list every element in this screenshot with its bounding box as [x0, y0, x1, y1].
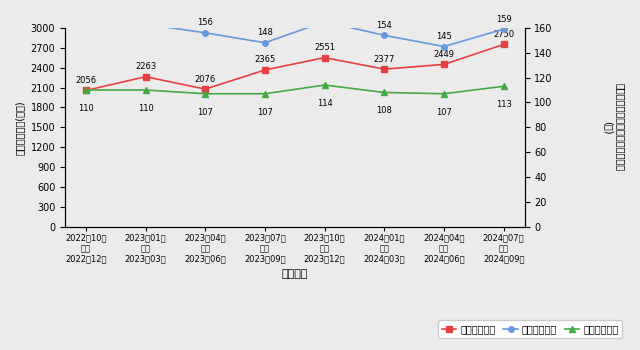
Line: 平均成約価格: 平均成約価格 [83, 42, 506, 93]
Text: 110: 110 [78, 104, 94, 113]
平均土地面積 [141, 22, 149, 26]
平均建物面積 [202, 92, 209, 96]
X-axis label: 成約年月: 成約年月 [282, 269, 308, 279]
Text: 2377: 2377 [374, 55, 395, 64]
Text: 159: 159 [496, 15, 511, 23]
平均建物面積 [82, 88, 90, 92]
平均土地面積 [500, 27, 508, 31]
平均建物面積 [380, 90, 388, 94]
平均建物面積 [321, 83, 328, 87]
Legend: 平均成約価格, 平均土地面積, 平均建物面積: 平均成約価格, 平均土地面積, 平均建物面積 [438, 320, 622, 338]
Text: 2449: 2449 [433, 50, 454, 59]
Text: 163: 163 [0, 349, 1, 350]
Text: 110: 110 [138, 104, 154, 113]
Text: 148: 148 [257, 28, 273, 37]
Line: 平均建物面積: 平均建物面積 [83, 82, 506, 97]
平均成約価格 [440, 62, 448, 66]
平均土地面積 [440, 44, 448, 49]
平均建物面積 [440, 92, 448, 96]
Text: 107: 107 [436, 107, 452, 117]
平均成約価格 [380, 67, 388, 71]
平均成約価格 [82, 88, 90, 92]
Text: 156: 156 [197, 18, 213, 27]
平均成約価格 [141, 75, 149, 79]
平均建物面積 [141, 88, 149, 92]
Text: 165: 165 [0, 349, 1, 350]
平均土地面積 [82, 20, 90, 24]
Text: 2076: 2076 [195, 75, 216, 84]
Text: 107: 107 [257, 107, 273, 117]
Text: 2750: 2750 [493, 30, 514, 39]
Text: 2365: 2365 [254, 55, 276, 64]
Text: 2551: 2551 [314, 43, 335, 52]
Text: 108: 108 [376, 106, 392, 116]
平均建物面積 [261, 92, 269, 96]
Line: 平均土地面積: 平均土地面積 [83, 19, 506, 49]
Text: 114: 114 [317, 99, 333, 108]
Y-axis label: 平均土地面積（㎡）平均建物面積
(㎡): 平均土地面積（㎡）平均建物面積 (㎡) [604, 83, 625, 172]
平均土地面積 [202, 31, 209, 35]
Text: 145: 145 [436, 32, 452, 41]
平均土地面積 [321, 20, 328, 24]
Y-axis label: 平均成約価格(万円): 平均成約価格(万円) [15, 100, 25, 155]
平均成約価格 [202, 87, 209, 91]
平均成約価格 [261, 68, 269, 72]
Text: 154: 154 [376, 21, 392, 30]
平均土地面積 [261, 41, 269, 45]
Text: 2056: 2056 [76, 76, 97, 85]
Text: 107: 107 [197, 107, 213, 117]
Text: 2263: 2263 [135, 62, 156, 71]
平均土地面積 [380, 33, 388, 37]
平均成約価格 [321, 56, 328, 60]
平均成約価格 [500, 42, 508, 47]
平均建物面積 [500, 84, 508, 89]
Text: 113: 113 [496, 100, 511, 109]
Text: 165: 165 [0, 349, 1, 350]
